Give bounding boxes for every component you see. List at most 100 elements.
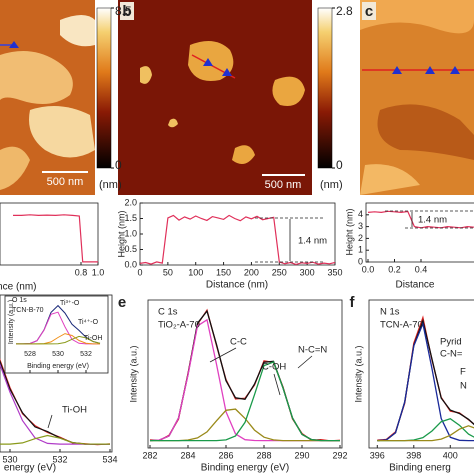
series-line — [377, 425, 474, 442]
afm-image-b — [118, 0, 333, 195]
afm-image-c — [360, 0, 474, 195]
annotation: C-N= — [440, 349, 463, 360]
colorbar-unit: (nm) — [99, 179, 122, 191]
x-tick-label: 292 — [332, 450, 347, 460]
x-tick-label: 286 — [218, 450, 233, 460]
annotation: Ti⁴⁺-O — [78, 319, 99, 326]
panel-label: b — [122, 3, 131, 20]
plot-frame — [139, 202, 336, 266]
colorbar-tick-label: 0 — [336, 158, 343, 172]
colorbar-tick-label: 0 — [115, 158, 122, 172]
x-tick-label: 250 — [272, 267, 287, 277]
plot-frame — [365, 202, 474, 263]
y-tick-label: 1 — [358, 245, 363, 255]
x-tick-label: 532 — [52, 454, 67, 464]
x-tick-label: 0.8 — [75, 267, 88, 277]
annotation: C-OH — [262, 362, 286, 373]
x-tick-label: 530 — [2, 454, 17, 464]
plot-frame — [0, 202, 99, 266]
series-line — [140, 214, 335, 265]
plot: 0.0 0.2 0.4 01 2 3 4 Distance Height (nm) 1.4 nm — [344, 202, 474, 291]
y-axis-label: Intensity (a.u.) — [8, 300, 15, 344]
guides — [47, 210, 474, 429]
annotation: N 1s — [380, 307, 400, 318]
y-tick-label: 1.0 — [124, 228, 137, 238]
x-axis-label: Binding energy (eV) — [27, 363, 89, 370]
plot: 528 530 532 Binding energy (eV) Intensity (a… — [4, 295, 109, 374]
annotation: N — [460, 381, 467, 392]
panel-label: f — [350, 294, 356, 311]
annotation: 1.4 nm — [298, 236, 327, 247]
annotation: 1.4 nm — [418, 215, 447, 226]
y-tick-label: 2.0 — [124, 197, 137, 207]
colorbar-unit: (nm) — [320, 179, 343, 191]
x-axis-label: Binding energ — [389, 463, 451, 474]
x-tick-label: 200 — [244, 267, 259, 277]
series-line — [16, 335, 101, 345]
y-tick-label: 0 — [358, 256, 363, 266]
plot: 282 284 286 288 290 292 Binding energy (eV) Int… — [118, 294, 348, 474]
x-tick-label: 396 — [370, 450, 385, 460]
panel-label: c — [365, 3, 373, 20]
annotation: O 1s — [12, 297, 27, 304]
x-tick-label: 282 — [142, 450, 157, 460]
x-tick-label: 530 — [52, 351, 64, 358]
scale-bar-label: 500 nm — [47, 176, 84, 188]
annotation: TiO₂-A-70 — [158, 320, 200, 331]
y-axis-label: Height (nm) — [116, 210, 126, 257]
x-tick-label: 400 — [443, 450, 458, 460]
panel-label: e — [118, 294, 126, 311]
x-tick-label: 1.0 — [92, 267, 105, 277]
annotation: TCN-B-70 — [12, 307, 44, 314]
annotation: N-C=N — [298, 345, 327, 356]
series-line — [13, 214, 98, 263]
x-tick-label: 0.4 — [415, 264, 428, 274]
series-line — [0, 434, 110, 445]
annotation: Ti³⁺-O — [60, 300, 80, 307]
x-axis-label: Binding energy (eV) — [201, 463, 289, 474]
x-tick-label: 290 — [294, 450, 309, 460]
annotation: TCN-A-70 — [380, 320, 423, 331]
x-tick-label: 0.0 — [362, 264, 375, 274]
plot: 0 50 100 150 200 250 300 350 0.0 0.5 1.0 1.5 2.0 Dist… — [116, 197, 342, 290]
y-tick-label: 0.5 — [124, 244, 137, 254]
colorbar-tick-label: 2.8 — [336, 4, 353, 18]
annotation: C 1s — [158, 307, 178, 318]
y-tick-label: 4 — [358, 209, 363, 219]
x-tick-label: 350 — [327, 267, 342, 277]
x-tick-label: 528 — [24, 351, 36, 358]
y-tick-label: 1.5 — [124, 213, 137, 223]
x-axis-label: Distance — [396, 280, 435, 291]
colorbar-tick-label: 8.5 — [115, 4, 132, 18]
annotation: Ti-OH — [84, 335, 102, 342]
x-tick-label: 300 — [300, 267, 315, 277]
annotation: Pyrid — [440, 337, 462, 348]
x-axis-label: ance (nm) — [0, 282, 37, 293]
plot-frame — [4, 295, 109, 374]
x-tick-label: 0.2 — [388, 264, 401, 274]
x-axis-label: energy (eV) — [4, 463, 56, 474]
y-axis-label: Intensity (a.u.) — [353, 345, 363, 402]
y-axis-label: Height (nm) — [344, 208, 354, 255]
x-tick-label: 288 — [256, 450, 271, 460]
annotation: F — [460, 367, 466, 378]
x-tick-label: 534 — [102, 454, 117, 464]
y-tick-label: 0.0 — [124, 259, 137, 269]
series-line — [150, 361, 340, 442]
x-tick-label: 150 — [216, 267, 231, 277]
x-tick-label: 284 — [180, 450, 195, 460]
plot: 396 398 400 Binding energ Intensity (a.u.) N … — [350, 294, 474, 474]
afm-image-a — [0, 0, 112, 195]
x-axis-label: Distance (nm) — [206, 280, 268, 291]
x-tick-label: 532 — [80, 351, 92, 358]
annotation: Ti-OH — [62, 405, 87, 416]
scale-bar-label: 500 nm — [265, 179, 302, 191]
x-tick-label: 50 — [163, 267, 173, 277]
series-line — [377, 321, 474, 442]
annotation: C-C — [230, 337, 247, 348]
y-tick-label: 2 — [358, 233, 363, 243]
y-tick-label: 3 — [358, 221, 363, 231]
y-axis-label: Intensity (a.u.) — [128, 345, 138, 402]
x-tick-label: 0 — [137, 267, 142, 277]
